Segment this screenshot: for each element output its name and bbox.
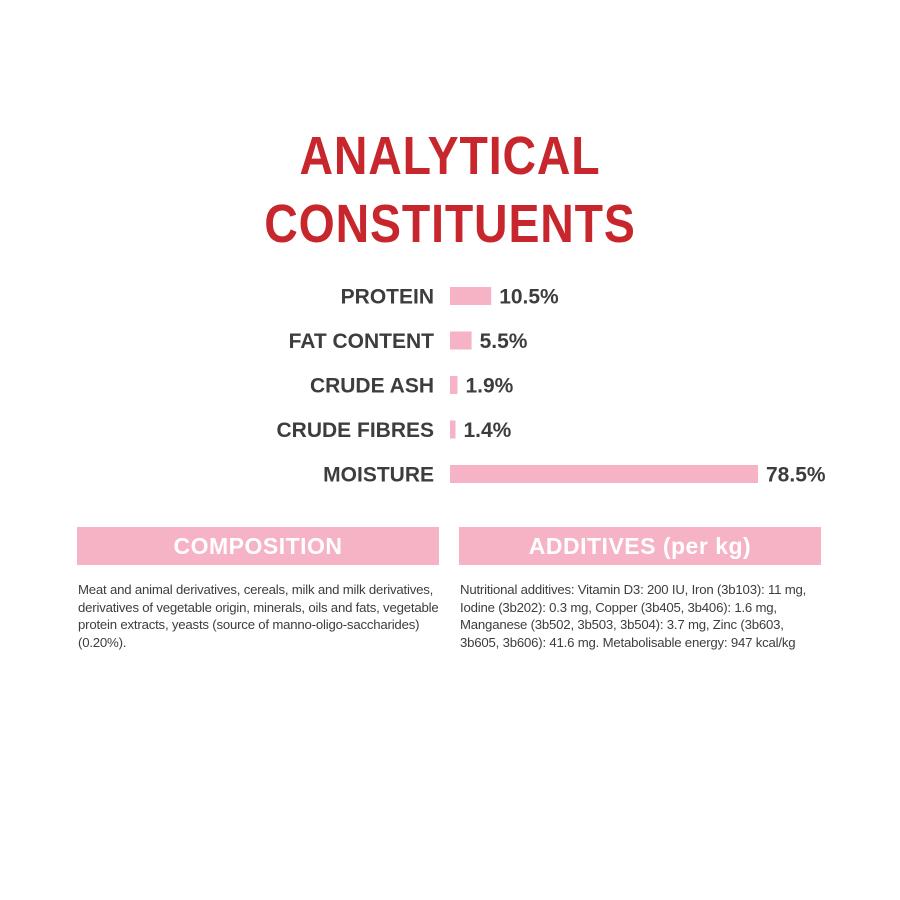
category-label-crude-fibres: CRUDE FIBRES	[276, 419, 434, 442]
value-label-moisture: 78.5%	[766, 464, 826, 487]
value-label-fat-content: 5.5%	[480, 330, 528, 353]
additives-text: Nutritional additives: Vitamin D3: 200 I…	[460, 582, 807, 650]
chart-title: ANALYTICAL CONSTITUENTS	[63, 122, 837, 258]
bar-protein	[450, 287, 492, 305]
bar-fat-content	[450, 331, 472, 350]
category-label-protein: PROTEIN	[341, 286, 434, 309]
composition-header: COMPOSITION	[77, 527, 439, 565]
value-label-crude-ash: 1.9%	[465, 375, 513, 398]
category-label-crude-ash: CRUDE ASH	[310, 375, 434, 398]
additives-header: ADDITIVES (per kg)	[459, 527, 821, 565]
composition-text: Meat and animal derivatives, cereals, mi…	[78, 582, 439, 650]
value-label-protein: 10.5%	[499, 286, 559, 309]
value-label-crude-fibres: 1.4%	[463, 419, 511, 442]
bar-crude-fibres	[450, 420, 456, 439]
bar-moisture	[450, 465, 758, 483]
analytical-constituents-chart: PROTEIN 10.5% FAT CONTENT 5.5% CRUDE ASH 1.9%…	[276, 286, 826, 487]
bar-crude-ash	[450, 376, 458, 394]
category-label-moisture: MOISTURE	[323, 464, 434, 487]
chart-title-line-1: ANALYTICAL	[299, 126, 601, 186]
category-label-fat-content: FAT CONTENT	[289, 330, 435, 353]
chart-title-line-2: CONSTITUENTS	[264, 194, 636, 254]
